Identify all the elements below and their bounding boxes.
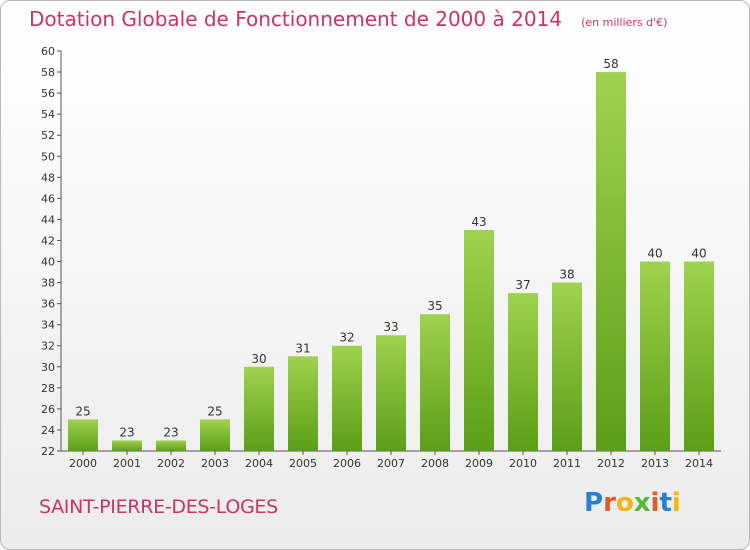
y-tick-label: 32 <box>41 340 55 353</box>
y-tick-label: 52 <box>41 129 55 142</box>
y-tick-label: 60 <box>41 45 55 58</box>
bar-2006 <box>332 345 362 451</box>
bar-2010 <box>508 293 538 451</box>
bar-2012 <box>596 72 626 451</box>
bar-2013 <box>640 261 670 451</box>
y-tick-label: 36 <box>41 298 55 311</box>
chart-unit: (en milliers d'€) <box>581 16 668 29</box>
logo-letter: o <box>615 488 634 518</box>
bar-value-label: 35 <box>427 299 442 313</box>
y-tick-label: 44 <box>41 213 55 226</box>
y-tick-label: 24 <box>41 424 55 437</box>
logo-letter: i <box>671 488 681 518</box>
y-tick-label: 38 <box>41 277 55 290</box>
x-tick-label: 2009 <box>465 457 493 470</box>
y-tick-label: 50 <box>41 150 55 163</box>
bar-value-label: 25 <box>207 404 222 418</box>
x-tick-label: 2013 <box>641 457 669 470</box>
bar-value-label: 25 <box>75 404 90 418</box>
bar-2001 <box>112 440 142 451</box>
x-tick-label: 2005 <box>289 457 317 470</box>
bar-value-label: 23 <box>119 425 134 439</box>
y-tick-label: 48 <box>41 171 55 184</box>
bar-value-label: 40 <box>647 247 662 261</box>
y-tick-label: 58 <box>41 66 55 79</box>
bar-value-label: 40 <box>691 247 706 261</box>
x-tick-label: 2010 <box>509 457 537 470</box>
y-tick-label: 28 <box>41 382 55 395</box>
x-tick-label: 2000 <box>69 457 97 470</box>
bar-value-label: 23 <box>163 425 178 439</box>
x-tick-label: 2002 <box>157 457 185 470</box>
bar-value-label: 58 <box>603 57 618 71</box>
y-tick-label: 46 <box>41 192 55 205</box>
x-tick-label: 2007 <box>377 457 405 470</box>
bar-2007 <box>376 335 406 451</box>
bar-2008 <box>420 314 450 451</box>
bar-value-label: 30 <box>251 352 266 366</box>
x-tick-label: 2012 <box>597 457 625 470</box>
logo-letter: P <box>584 488 604 518</box>
bar-value-label: 32 <box>339 331 354 345</box>
y-tick-label: 40 <box>41 256 55 269</box>
bar-2005 <box>288 356 318 451</box>
chart-title: Dotation Globale de Fonctionnement de 20… <box>29 7 562 31</box>
bar-value-label: 31 <box>295 341 310 355</box>
bar-value-label: 43 <box>471 215 486 229</box>
y-tick-label: 56 <box>41 87 55 100</box>
x-tick-label: 2003 <box>201 457 229 470</box>
bar-value-label: 37 <box>515 278 530 292</box>
proxiti-logo: Proxiti <box>584 488 681 518</box>
bar-value-label: 38 <box>559 268 574 282</box>
y-tick-label: 42 <box>41 234 55 247</box>
bar-2011 <box>552 282 582 451</box>
bar-value-label: 33 <box>383 320 398 334</box>
y-tick-label: 30 <box>41 361 55 374</box>
bar-2014 <box>684 261 714 451</box>
title-row: Dotation Globale de Fonctionnement de 20… <box>29 7 667 31</box>
x-tick-label: 2004 <box>245 457 273 470</box>
x-tick-label: 2006 <box>333 457 361 470</box>
y-tick-label: 54 <box>41 108 55 121</box>
bar-2002 <box>156 440 186 451</box>
bar-2003 <box>200 419 230 451</box>
bars: 25 23 23 25 30 31 32 33 35 43 37 38 58 40 40 <box>68 57 714 451</box>
logo-letter: x <box>633 488 651 518</box>
bar-2004 <box>244 366 274 451</box>
x-tick-label: 2008 <box>421 457 449 470</box>
y-tick-label: 22 <box>41 445 55 458</box>
y-tick-label: 26 <box>41 403 55 416</box>
bar-2000 <box>68 419 98 451</box>
bar-2009 <box>464 229 494 451</box>
logo-letter: r <box>603 488 616 518</box>
axes: 22 24 26 28 30 32 34 36 38 40 42 44 46 48 50 52 54 56 58 60… <box>41 45 721 470</box>
commune-name: SAINT-PIERRE-DES-LOGES <box>39 496 278 518</box>
x-tick-label: 2001 <box>113 457 141 470</box>
logo-letter: t <box>659 488 672 518</box>
x-tick-label: 2014 <box>685 457 713 470</box>
x-tick-label: 2011 <box>553 457 581 470</box>
logo-letter: i <box>650 488 660 518</box>
y-tick-label: 34 <box>41 319 55 332</box>
